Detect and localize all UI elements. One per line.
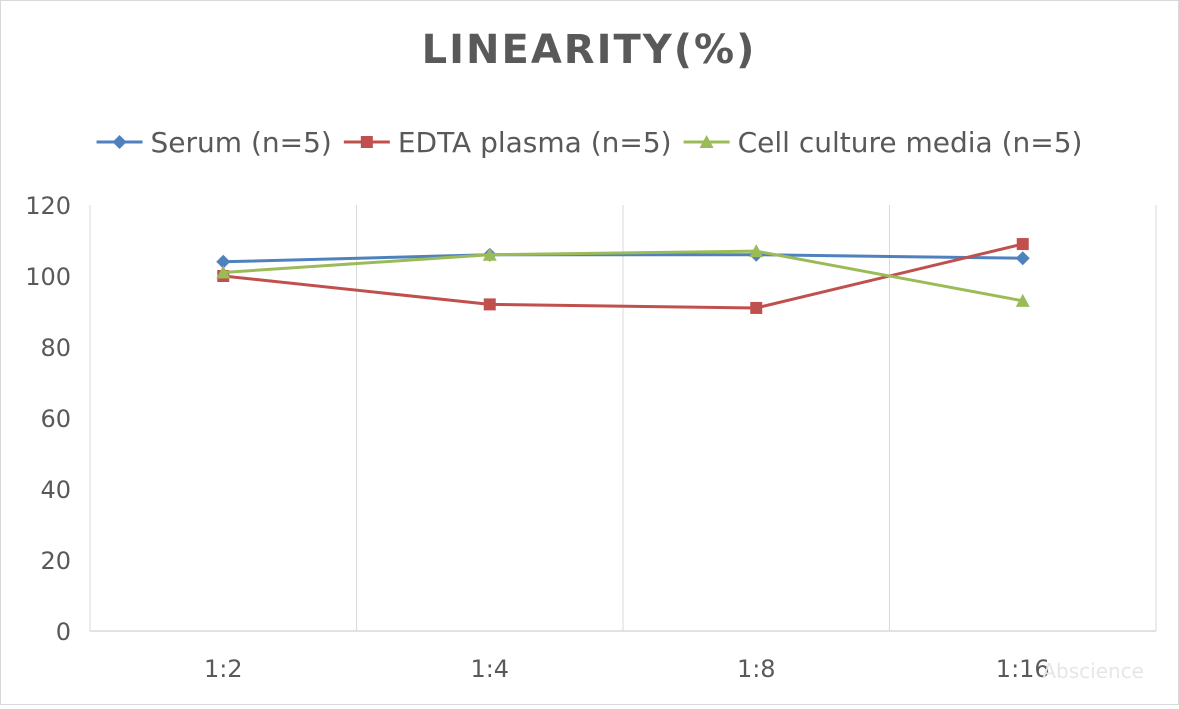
series-group xyxy=(216,238,1030,314)
x-tick-label: 1:2 xyxy=(204,655,243,683)
data-point xyxy=(1015,293,1030,307)
y-tick-label: 100 xyxy=(25,263,71,291)
y-tick-label: 60 xyxy=(40,405,71,433)
series-line xyxy=(223,253,1023,264)
x-tick-label: 1:16 xyxy=(996,655,1050,683)
grid xyxy=(89,205,1157,632)
legend-label: Cell culture media (n=5) xyxy=(738,126,1083,159)
data-point xyxy=(749,244,764,258)
x-axis-ticks: 1:2 1:4 1:8 1:16 xyxy=(204,655,1050,683)
data-point xyxy=(1015,251,1030,266)
series-line xyxy=(223,249,1024,303)
y-tick-label: 80 xyxy=(40,334,71,362)
data-point xyxy=(482,247,497,261)
y-tick-label: 120 xyxy=(25,192,71,220)
y-tick-label: 40 xyxy=(40,476,71,504)
series-3 xyxy=(216,244,1030,307)
legend-label: EDTA plasma (n=5) xyxy=(398,126,672,159)
y-axis-ticks: 0 20 40 60 80 100 120 xyxy=(25,192,71,646)
y-tick-label: 0 xyxy=(56,618,71,646)
legend: Serum (n=5) EDTA plasma (n=5) Cell culture… xyxy=(96,126,1083,159)
legend-swatch-marker xyxy=(112,135,127,149)
legend-swatch-marker xyxy=(360,136,373,148)
data-point xyxy=(750,301,763,314)
data-point xyxy=(483,298,496,311)
legend-item: Serum (n=5) xyxy=(96,126,332,159)
data-point xyxy=(1016,238,1029,251)
legend-label: Serum (n=5) xyxy=(151,126,332,159)
legend-swatch-marker xyxy=(699,135,714,148)
chart-title: LINEARITY(%) xyxy=(422,27,757,73)
legend-item: Cell culture media (n=5) xyxy=(683,126,1083,159)
watermark: Abscience xyxy=(1042,659,1144,683)
y-tick-label: 20 xyxy=(40,547,71,575)
x-tick-label: 1:4 xyxy=(470,655,509,683)
x-tick-label: 1:8 xyxy=(737,655,776,683)
legend-item: EDTA plasma (n=5) xyxy=(343,126,672,159)
data-point xyxy=(216,265,231,279)
data-point xyxy=(216,254,231,269)
